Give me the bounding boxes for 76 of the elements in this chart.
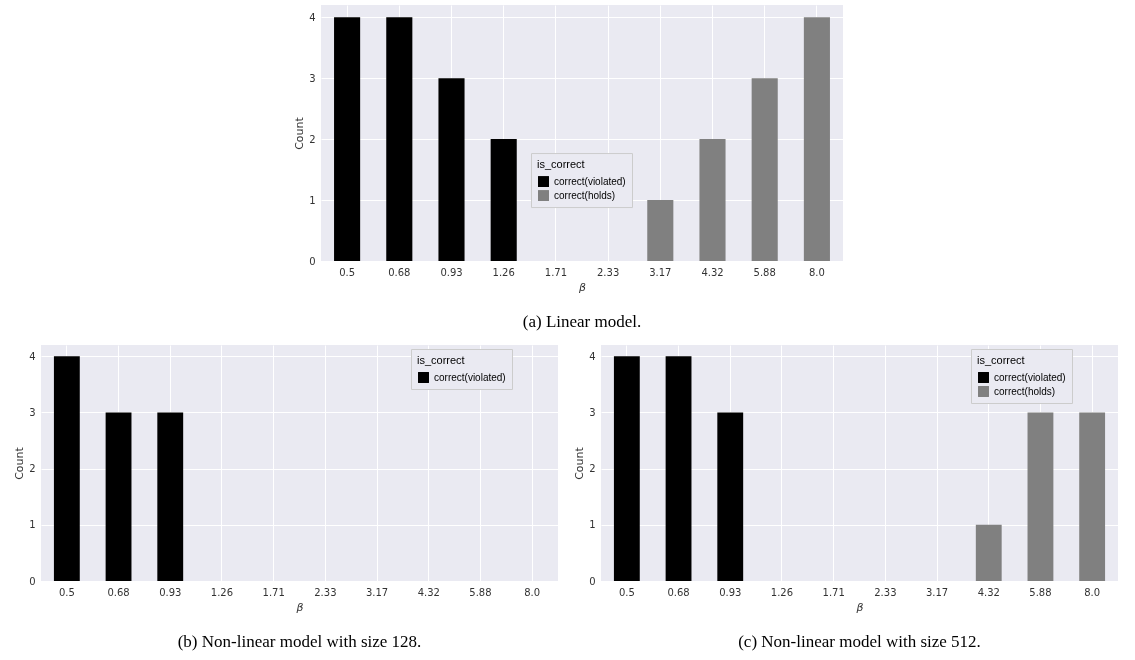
y-axis-title: Count <box>572 446 586 480</box>
x-tick-label: 1.26 <box>492 266 515 278</box>
x-tick-label: 1.71 <box>544 266 567 278</box>
x-tick-label: 2.33 <box>314 586 337 598</box>
x-tick-label: 8.0 <box>524 586 541 598</box>
y-tick-label: 2 <box>308 133 315 145</box>
legend-label: correct(holds) <box>993 385 1055 397</box>
text: (c) Non-linear model with size 512. <box>737 632 981 651</box>
x-tick-label: 3.17 <box>648 266 671 278</box>
y-tick-label: 3 <box>308 72 315 84</box>
x-tick-label: 4.32 <box>417 586 440 598</box>
bar <box>385 17 412 261</box>
legend-label: correct(violated) <box>993 371 1066 383</box>
x-tick-label: 3.17 <box>925 586 948 598</box>
bar <box>716 412 743 581</box>
bar <box>613 356 640 581</box>
legend-title: is_correct <box>536 158 585 171</box>
legend-label: correct(holds) <box>553 189 615 201</box>
y-tick-label: 4 <box>29 350 36 362</box>
x-tick-label: 5.88 <box>469 586 492 598</box>
x-tick-label: 1.26 <box>770 586 793 598</box>
y-axis-title: Count <box>292 116 306 150</box>
y-tick-label: 0 <box>588 575 595 587</box>
y-tick-label: 4 <box>588 350 595 362</box>
x-tick-label: 2.33 <box>596 266 619 278</box>
bar <box>665 356 691 581</box>
x-tick-label: 1.26 <box>210 586 234 598</box>
x-tick-label: 5.88 <box>753 266 776 278</box>
bar <box>646 200 673 261</box>
text: (a) Linear model. <box>522 312 641 331</box>
x-axis-title: β <box>854 600 864 614</box>
y-tick-label: 1 <box>588 519 595 531</box>
x-tick-label: 1.71 <box>262 586 285 598</box>
bar <box>437 78 465 261</box>
y-tick-label: 3 <box>588 406 595 418</box>
y-tick-label: 0 <box>308 255 315 267</box>
bar <box>698 139 726 261</box>
x-tick-label: 1.71 <box>822 586 845 598</box>
legend-label: correct(violated) <box>434 371 506 383</box>
bar <box>975 524 1002 581</box>
x-tick-label: 0.93 <box>718 586 741 598</box>
x-tick-label: 8.0 <box>1083 586 1100 598</box>
bar <box>751 78 778 261</box>
x-tick-label: 4.32 <box>977 586 1000 598</box>
legend-title: is_correct <box>417 354 465 366</box>
x-tick-label: 4.32 <box>700 266 724 278</box>
y-tick-label: 1 <box>29 519 36 531</box>
x-tick-label: 0.68 <box>107 586 130 598</box>
x-tick-label: 0.93 <box>159 586 182 598</box>
y-tick-label: 4 <box>308 11 315 23</box>
y-tick-label: 0 <box>29 575 36 587</box>
x-tick-label: 0.5 <box>618 586 635 598</box>
text: (b) Non-linear model with size 128. <box>177 632 422 651</box>
y-tick-label: 2 <box>29 463 36 475</box>
y-tick-label: 1 <box>308 194 315 206</box>
legend-title: is_correct <box>976 354 1025 366</box>
y-tick-label: 3 <box>29 406 36 418</box>
x-axis-title: β <box>577 280 586 294</box>
x-tick-label: 0.5 <box>338 266 355 278</box>
x-tick-label: 0.93 <box>439 266 463 278</box>
x-tick-label: 0.68 <box>387 266 410 278</box>
x-tick-label: 2.33 <box>873 586 896 598</box>
bar <box>803 17 830 261</box>
bar <box>1078 412 1105 581</box>
x-tick-label: 3.17 <box>365 586 389 598</box>
x-tick-label: 0.5 <box>58 586 75 598</box>
bar <box>490 139 517 261</box>
legend-label: correct(violated) <box>553 175 626 187</box>
x-axis-title: β <box>295 600 304 614</box>
x-tick-label: 8.0 <box>808 266 825 278</box>
y-axis-title: Count <box>13 446 27 480</box>
x-tick-label: 0.68 <box>666 586 690 598</box>
bar <box>333 17 360 261</box>
y-tick-label: 2 <box>588 463 595 475</box>
bar <box>1027 412 1053 581</box>
x-tick-label: 5.88 <box>1028 586 1052 598</box>
